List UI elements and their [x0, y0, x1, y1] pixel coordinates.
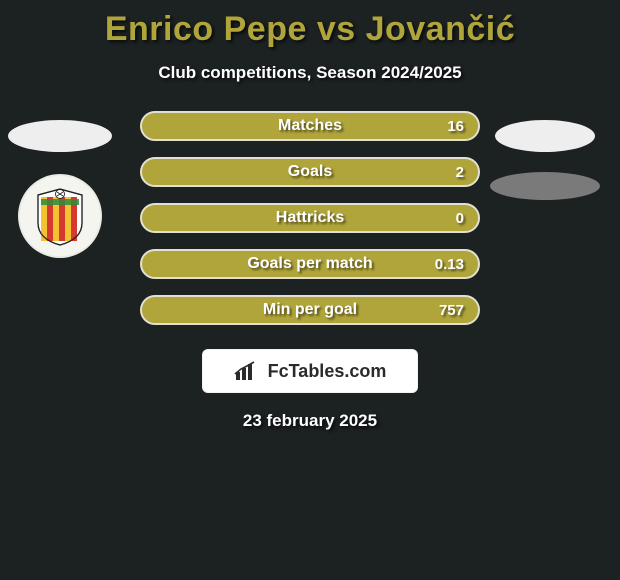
- stats-bars: Matches 16 Goals 2 Hattricks 0 Goals per…: [140, 111, 480, 325]
- left-player-column: [8, 120, 112, 258]
- stat-label: Matches: [278, 117, 342, 135]
- right-ellipse-placeholder-1: [495, 120, 595, 152]
- page-title: Enrico Pepe vs Jovančić: [0, 10, 620, 49]
- stat-label: Goals per match: [247, 255, 372, 273]
- right-player-column: [490, 120, 600, 200]
- stat-value: 0: [456, 210, 464, 227]
- left-ellipse-placeholder: [8, 120, 112, 152]
- stat-value: 2: [456, 164, 464, 181]
- stat-value: 16: [447, 118, 464, 135]
- stat-label: Goals: [288, 163, 332, 181]
- stat-bar: Goals per match 0.13: [140, 249, 480, 279]
- stat-bar: Min per goal 757: [140, 295, 480, 325]
- badge-text: FcTables.com: [268, 361, 387, 382]
- crest-icon: [35, 185, 85, 247]
- stat-value: 757: [439, 302, 464, 319]
- stat-bar: Hattricks 0: [140, 203, 480, 233]
- source-badge[interactable]: FcTables.com: [202, 349, 418, 393]
- stat-label: Min per goal: [263, 301, 357, 319]
- stat-bar: Goals 2: [140, 157, 480, 187]
- right-ellipse-placeholder-2: [490, 172, 600, 200]
- chart-icon: [234, 360, 260, 382]
- club-crest: [18, 174, 102, 258]
- stat-bar: Matches 16: [140, 111, 480, 141]
- stat-value: 0.13: [435, 256, 464, 273]
- subtitle: Club competitions, Season 2024/2025: [0, 63, 620, 83]
- content-wrapper: Enrico Pepe vs Jovančić Club competition…: [0, 0, 620, 431]
- stat-label: Hattricks: [276, 209, 344, 227]
- date-text: 23 february 2025: [0, 411, 620, 431]
